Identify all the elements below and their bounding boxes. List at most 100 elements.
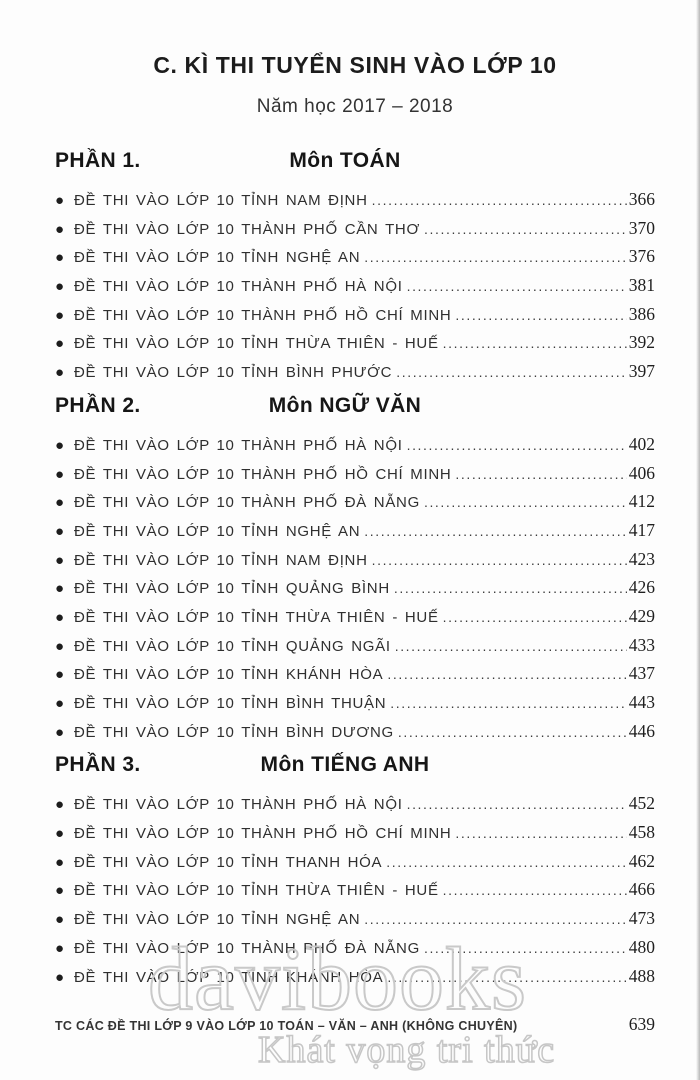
dot-leader <box>443 876 627 905</box>
footer-running-title: TC CÁC ĐỀ THI LỚP 9 VÀO LỚP 10 TOÁN – VĂ… <box>55 1019 518 1033</box>
bullet-icon: ● <box>55 364 65 382</box>
section-subject: Môn TIẾNG ANH <box>260 753 430 777</box>
dot-leader <box>395 632 627 661</box>
toc-item: ● ĐỀ THI VÀO LỚP 10 TỈNH QUẢNG NGÃI 433 <box>55 631 655 660</box>
toc-item-label: ĐỀ THI VÀO LỚP 10 THÀNH PHỐ CẦN THƠ <box>74 220 421 238</box>
bullet-icon: ● <box>55 853 65 871</box>
dot-leader <box>372 546 627 575</box>
toc-item-page: 462 <box>628 850 655 871</box>
toc-item-label: ĐỀ THI VÀO LỚP 10 TỈNH NAM ĐỊNH <box>74 551 368 569</box>
toc-item-page: 433 <box>628 634 655 655</box>
bullet-icon: ● <box>55 608 65 626</box>
toc-item: ● ĐỀ THI VÀO LỚP 10 TỈNH THỪA THIÊN - HU… <box>55 875 655 904</box>
bullet-icon: ● <box>55 494 65 512</box>
toc-item-label: ĐỀ THI VÀO LỚP 10 TỈNH NGHỆ AN <box>74 249 361 267</box>
bullet-icon: ● <box>55 796 65 814</box>
toc-item-label: ĐỀ THI VÀO LỚP 10 TỈNH BÌNH THUẬN <box>74 695 387 712</box>
bullet-icon: ● <box>55 695 65 712</box>
dot-leader <box>398 718 627 747</box>
toc-item-label: ĐỀ THI VÀO LỚP 10 TỈNH KHÁNH HÒA <box>74 968 384 986</box>
toc-item-page: 406 <box>628 462 655 483</box>
section-math: PHẦN 1. Môn TOÁN ● ĐỀ THI VÀO LỚP 10 TỈN… <box>55 149 655 386</box>
toc-item-label: ĐỀ THI VÀO LỚP 10 TỈNH NGHỆ AN <box>74 911 361 929</box>
toc-item: ● ĐỀ THI VÀO LỚP 10 THÀNH PHỐ CẦN THƠ 37… <box>55 214 655 243</box>
toc-item-label: ĐỀ THI VÀO LỚP 10 TỈNH NAM ĐỊNH <box>74 192 368 209</box>
bullet-icon: ● <box>55 666 65 684</box>
dot-leader <box>364 905 626 934</box>
toc-item: ● ĐỀ THI VÀO LỚP 10 THÀNH PHỐ HỒ CHÍ MIN… <box>55 459 655 488</box>
bullet-icon: ● <box>55 436 65 454</box>
dot-leader <box>364 517 626 546</box>
bullet-icon: ● <box>55 249 65 267</box>
toc-item-page: 480 <box>628 936 655 957</box>
toc-item: ● ĐỀ THI VÀO LỚP 10 THÀNH PHỐ ĐÀ NẴNG 41… <box>55 487 655 516</box>
section-literature: PHẦN 2. Môn NGỮ VĂN ● ĐỀ THI VÀO LỚP 10 … <box>55 394 655 746</box>
toc-item-page: 376 <box>628 246 655 267</box>
toc-item-page: 370 <box>628 217 655 238</box>
toc-item-page: 458 <box>628 822 655 843</box>
toc-item-page: 429 <box>628 605 655 626</box>
toc-item: ● ĐỀ THI VÀO LỚP 10 TỈNH THỪA THIÊN - HU… <box>55 602 655 631</box>
bullet-icon: ● <box>55 637 65 655</box>
toc-item: ● ĐỀ THI VÀO LỚP 10 TỈNH NGHỆ AN 473 <box>55 904 655 933</box>
bullet-icon: ● <box>55 825 65 843</box>
toc-item: ● ĐỀ THI VÀO LỚP 10 TỈNH BÌNH DƯƠNG 446 <box>55 717 655 746</box>
toc-item: ● ĐỀ THI VÀO LỚP 10 THÀNH PHỐ HÀ NỘI 381 <box>55 271 655 300</box>
bullet-icon: ● <box>55 278 65 296</box>
toc-item-page: 423 <box>628 548 655 569</box>
toc-item-page: 452 <box>628 793 655 814</box>
toc-item: ● ĐỀ THI VÀO LỚP 10 THÀNH PHỐ HỒ CHÍ MIN… <box>55 300 655 329</box>
dot-leader <box>407 431 627 460</box>
dot-leader <box>424 934 627 963</box>
dot-leader <box>424 215 627 244</box>
dot-leader <box>364 243 626 272</box>
toc-item-page: 402 <box>628 433 655 454</box>
dot-leader <box>390 689 626 718</box>
section-subject: Môn TOÁN <box>289 149 401 172</box>
toc-item-label: ĐỀ THI VÀO LỚP 10 TỈNH THỪA THIÊN - HUẾ <box>74 608 439 626</box>
toc-item: ● ĐỀ THI VÀO LỚP 10 TỈNH BÌNH THUẬN 443 <box>55 688 655 717</box>
footer-page-number: 639 <box>628 1014 655 1034</box>
toc-item-page: 437 <box>628 663 655 684</box>
toc-item-label: ĐỀ THI VÀO LỚP 10 TỈNH BÌNH DƯƠNG <box>74 723 394 741</box>
dot-leader <box>443 603 627 632</box>
dot-leader <box>424 488 627 517</box>
toc-item: ● ĐỀ THI VÀO LỚP 10 TỈNH KHÁNH HÒA 437 <box>55 659 655 688</box>
toc-item: ● ĐỀ THI VÀO LỚP 10 TỈNH NAM ĐỊNH 366 <box>55 185 655 214</box>
toc-item-label: ĐỀ THI VÀO LỚP 10 TỈNH THANH HÓA <box>74 853 383 871</box>
toc-item: ● ĐỀ THI VÀO LỚP 10 TỈNH NGHỆ AN 376 <box>55 242 655 271</box>
toc-item-label: ĐỀ THI VÀO LỚP 10 TỈNH QUẢNG NGÃI <box>74 637 391 655</box>
bullet-icon: ● <box>55 522 65 540</box>
dot-leader <box>455 819 626 848</box>
toc-list-english: ● ĐỀ THI VÀO LỚP 10 THÀNH PHỐ HÀ NỘI 452… <box>55 789 655 990</box>
dot-leader <box>407 272 627 301</box>
dot-leader <box>455 460 626 489</box>
bullet-icon: ● <box>55 551 65 569</box>
bullet-icon: ● <box>55 911 65 929</box>
dot-leader <box>386 848 627 877</box>
toc-item-page: 392 <box>628 332 655 353</box>
toc-content: C. KÌ THI TUYỂN SINH VÀO LỚP 10 Năm học … <box>55 0 655 990</box>
bullet-icon: ● <box>55 968 65 986</box>
toc-item-label: ĐỀ THI VÀO LỚP 10 THÀNH PHỐ HÀ NỘI <box>74 796 403 814</box>
toc-item: ● ĐỀ THI VÀO LỚP 10 THÀNH PHỐ HỒ CHÍ MIN… <box>55 818 655 847</box>
bullet-icon: ● <box>55 580 65 598</box>
section-header: PHẦN 3. Môn TIẾNG ANH <box>55 753 655 783</box>
toc-item: ● ĐỀ THI VÀO LỚP 10 TỈNH BÌNH PHƯỚC 397 <box>55 357 655 386</box>
toc-item-page: 412 <box>628 491 655 512</box>
toc-list-literature: ● ĐỀ THI VÀO LỚP 10 THÀNH PHỐ HÀ NỘI 402… <box>55 430 655 746</box>
toc-list-math: ● ĐỀ THI VÀO LỚP 10 TỈNH NAM ĐỊNH 366 ● … <box>55 185 655 386</box>
toc-item: ● ĐỀ THI VÀO LỚP 10 TỈNH NGHỆ AN 417 <box>55 516 655 545</box>
toc-item-label: ĐỀ THI VÀO LỚP 10 THÀNH PHỐ HỒ CHÍ MINH <box>74 465 452 483</box>
bullet-icon: ● <box>55 465 65 483</box>
toc-item-page: 366 <box>628 189 655 209</box>
dot-leader <box>396 358 627 387</box>
toc-item: ● ĐỀ THI VÀO LỚP 10 THÀNH PHỐ HÀ NỘI 452 <box>55 789 655 818</box>
toc-item-label: ĐỀ THI VÀO LỚP 10 TỈNH NGHỆ AN <box>74 522 361 540</box>
toc-item-page: 488 <box>628 965 655 986</box>
bullet-icon: ● <box>55 882 65 900</box>
toc-item-label: ĐỀ THI VÀO LỚP 10 THÀNH PHỐ ĐÀ NẴNG <box>74 939 420 957</box>
bullet-icon: ● <box>55 306 65 324</box>
toc-item-label: ĐỀ THI VÀO LỚP 10 THÀNH PHỐ ĐÀ NẴNG <box>74 494 420 512</box>
